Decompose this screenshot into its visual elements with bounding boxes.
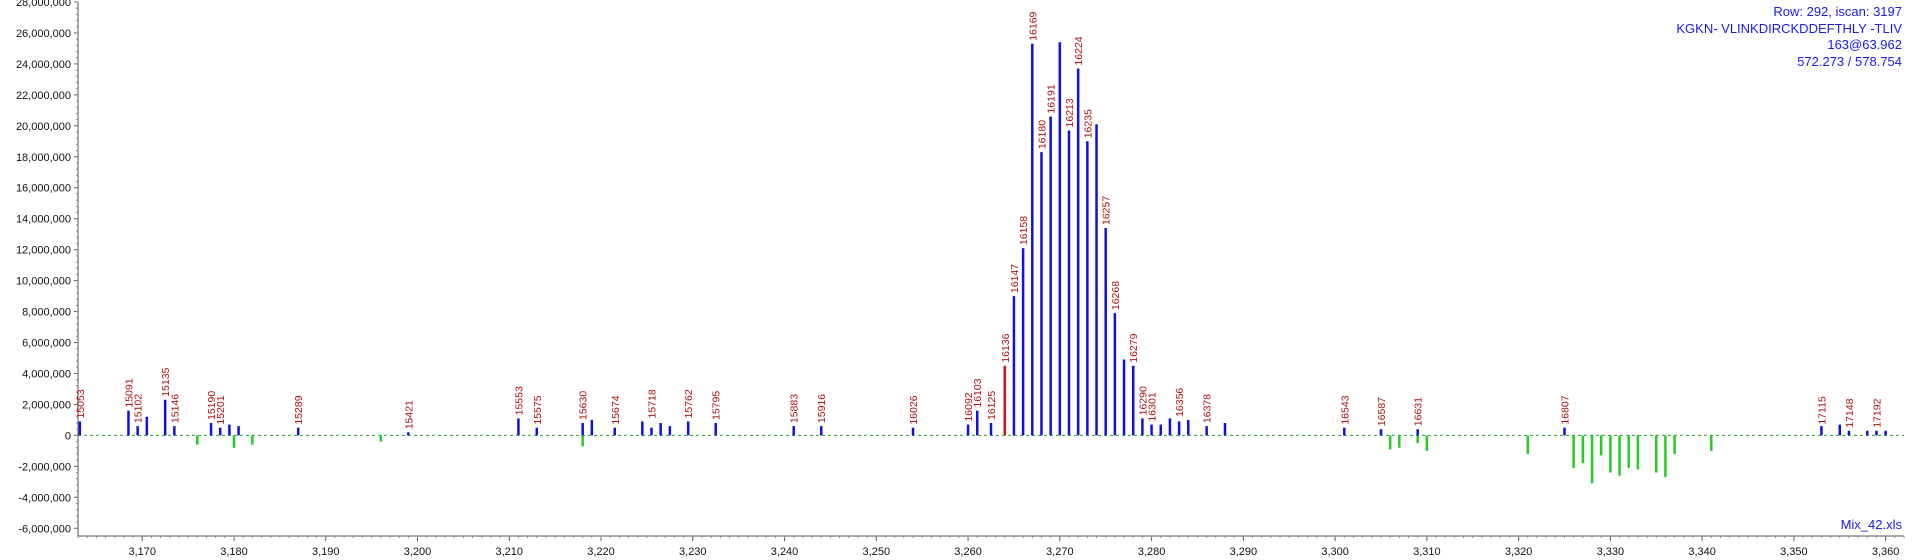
- peak-label: 15146: [169, 394, 181, 423]
- peak-label: 16169: [1027, 11, 1039, 40]
- peak-label: 15102: [133, 394, 145, 423]
- x-tick-label: 3,220: [587, 546, 615, 558]
- y-tick-label: 2,000,000: [22, 399, 71, 411]
- peak-label: 16356: [1174, 388, 1186, 417]
- peak-label: 16103: [972, 378, 984, 407]
- y-tick-label: 26,000,000: [16, 28, 71, 40]
- x-tick-label: 3,190: [312, 546, 340, 558]
- y-tick-label: -4,000,000: [18, 492, 71, 504]
- info-panel: Row: 292, iscan: 3197 KGKN- VLINKDIRCKDD…: [1676, 4, 1902, 70]
- peak-label: 16125: [986, 391, 998, 420]
- x-tick-label: 3,170: [128, 546, 156, 558]
- x-tick-label: 3,280: [1138, 546, 1166, 558]
- y-tick-label: 14,000,000: [16, 214, 71, 226]
- x-tick-label: 3,310: [1413, 546, 1441, 558]
- peak-label: 15135: [160, 367, 172, 396]
- file-name: Mix_42.xls: [1840, 516, 1902, 532]
- x-tick-label: 3,360: [1872, 546, 1900, 558]
- peak-label: 15762: [683, 389, 695, 418]
- peak-label: 16147: [1009, 264, 1021, 293]
- peak-label: 16224: [1073, 36, 1085, 65]
- peak-label: 16180: [1036, 120, 1048, 149]
- y-tick-label: 18,000,000: [16, 152, 71, 164]
- axes-layer: 28,000,000 26,000,000 24,000,000 22,000,000…: [16, 0, 1905, 558]
- peak-label: 15795: [711, 391, 723, 420]
- peak-label: 16092: [963, 392, 975, 421]
- peak-label: 16213: [1064, 98, 1076, 127]
- peak-label: 17192: [1871, 398, 1883, 427]
- charge-rt-text: 163@63.962: [1827, 37, 1902, 52]
- y-tick-label: -2,000,000: [18, 461, 71, 473]
- x-tick-label: 3,260: [954, 546, 982, 558]
- y-tick-label: 24,000,000: [16, 59, 71, 71]
- peak-label: 15916: [816, 394, 828, 423]
- peak-label: 16631: [1413, 397, 1425, 426]
- peak-label: 15190: [206, 391, 218, 420]
- y-tick-label: 28,000,000: [16, 0, 71, 9]
- peak-label: 15674: [610, 395, 622, 424]
- y-tick-label: 6,000,000: [22, 338, 71, 350]
- x-tick-label: 3,320: [1505, 546, 1533, 558]
- y-tick-label: 10,000,000: [16, 276, 71, 288]
- peak-label: 16235: [1082, 109, 1094, 138]
- peak-label: 17115: [1816, 396, 1828, 425]
- peak-label: 15883: [789, 394, 801, 423]
- x-tick-label: 3,340: [1688, 546, 1716, 558]
- peak-label: 15421: [403, 400, 415, 429]
- peak-label: 15553: [513, 386, 525, 415]
- y-tick-label: 4,000,000: [22, 368, 71, 380]
- peak-label: 16378: [1202, 394, 1214, 423]
- peak-label: 15718: [646, 389, 658, 418]
- row-iscan-text: Row: 292, iscan: 3197: [1773, 4, 1902, 19]
- peak-label: 16279: [1128, 333, 1140, 362]
- peak-label: 16191: [1046, 84, 1058, 113]
- y-tick-label: 20,000,000: [16, 121, 71, 133]
- mz-range-text: 572.273 / 578.754: [1797, 53, 1902, 69]
- x-tick-label: 3,230: [679, 546, 707, 558]
- x-tick-label: 3,330: [1597, 546, 1625, 558]
- x-tick-label: 3,300: [1321, 546, 1349, 558]
- peak-label: 16136: [1000, 333, 1012, 362]
- y-tick-label: 22,000,000: [16, 90, 71, 102]
- peak-label: 16301: [1147, 392, 1159, 421]
- peak-label: 15201: [215, 395, 227, 424]
- negative-bars: [196, 435, 1713, 484]
- x-tick-label: 3,180: [220, 546, 248, 558]
- peak-label: 15630: [578, 391, 590, 420]
- y-tick-label: 16,000,000: [16, 183, 71, 195]
- x-tick-label: 3,250: [863, 546, 891, 558]
- peak-label: 17148: [1844, 398, 1856, 427]
- x-tick-label: 3,210: [496, 546, 524, 558]
- peak-label: 16290: [1137, 386, 1149, 415]
- peak-label: 16026: [908, 395, 920, 424]
- peak-label: 15575: [532, 395, 544, 424]
- y-tick-label: 12,000,000: [16, 245, 71, 257]
- x-tick-label: 3,350: [1780, 546, 1808, 558]
- sequence-text: KGKN- VLINKDIRCKDDEFTHLY -TLIV: [1676, 20, 1902, 36]
- peak-label: 16543: [1339, 395, 1351, 424]
- peak-label: 16158: [1018, 216, 1030, 245]
- y-tick-label: 8,000,000: [22, 307, 71, 319]
- peak-label: 16807: [1559, 395, 1571, 424]
- peak-label: 16268: [1110, 281, 1122, 310]
- peak-label: 15091: [123, 378, 135, 407]
- positive-bars: [78, 42, 1887, 436]
- x-tick-label: 3,290: [1230, 546, 1258, 558]
- x-tick-label: 3,200: [404, 546, 432, 558]
- y-tick-label: 0: [65, 430, 71, 442]
- peak-label: 16257: [1101, 196, 1113, 225]
- x-tick-label: 3,270: [1046, 546, 1074, 558]
- peak-label: 15053: [75, 389, 87, 418]
- x-tick-label: 3,240: [771, 546, 799, 558]
- peak-label: 16587: [1376, 397, 1388, 426]
- y-tick-label: -6,000,000: [18, 523, 71, 535]
- peak-label: 15289: [293, 395, 305, 424]
